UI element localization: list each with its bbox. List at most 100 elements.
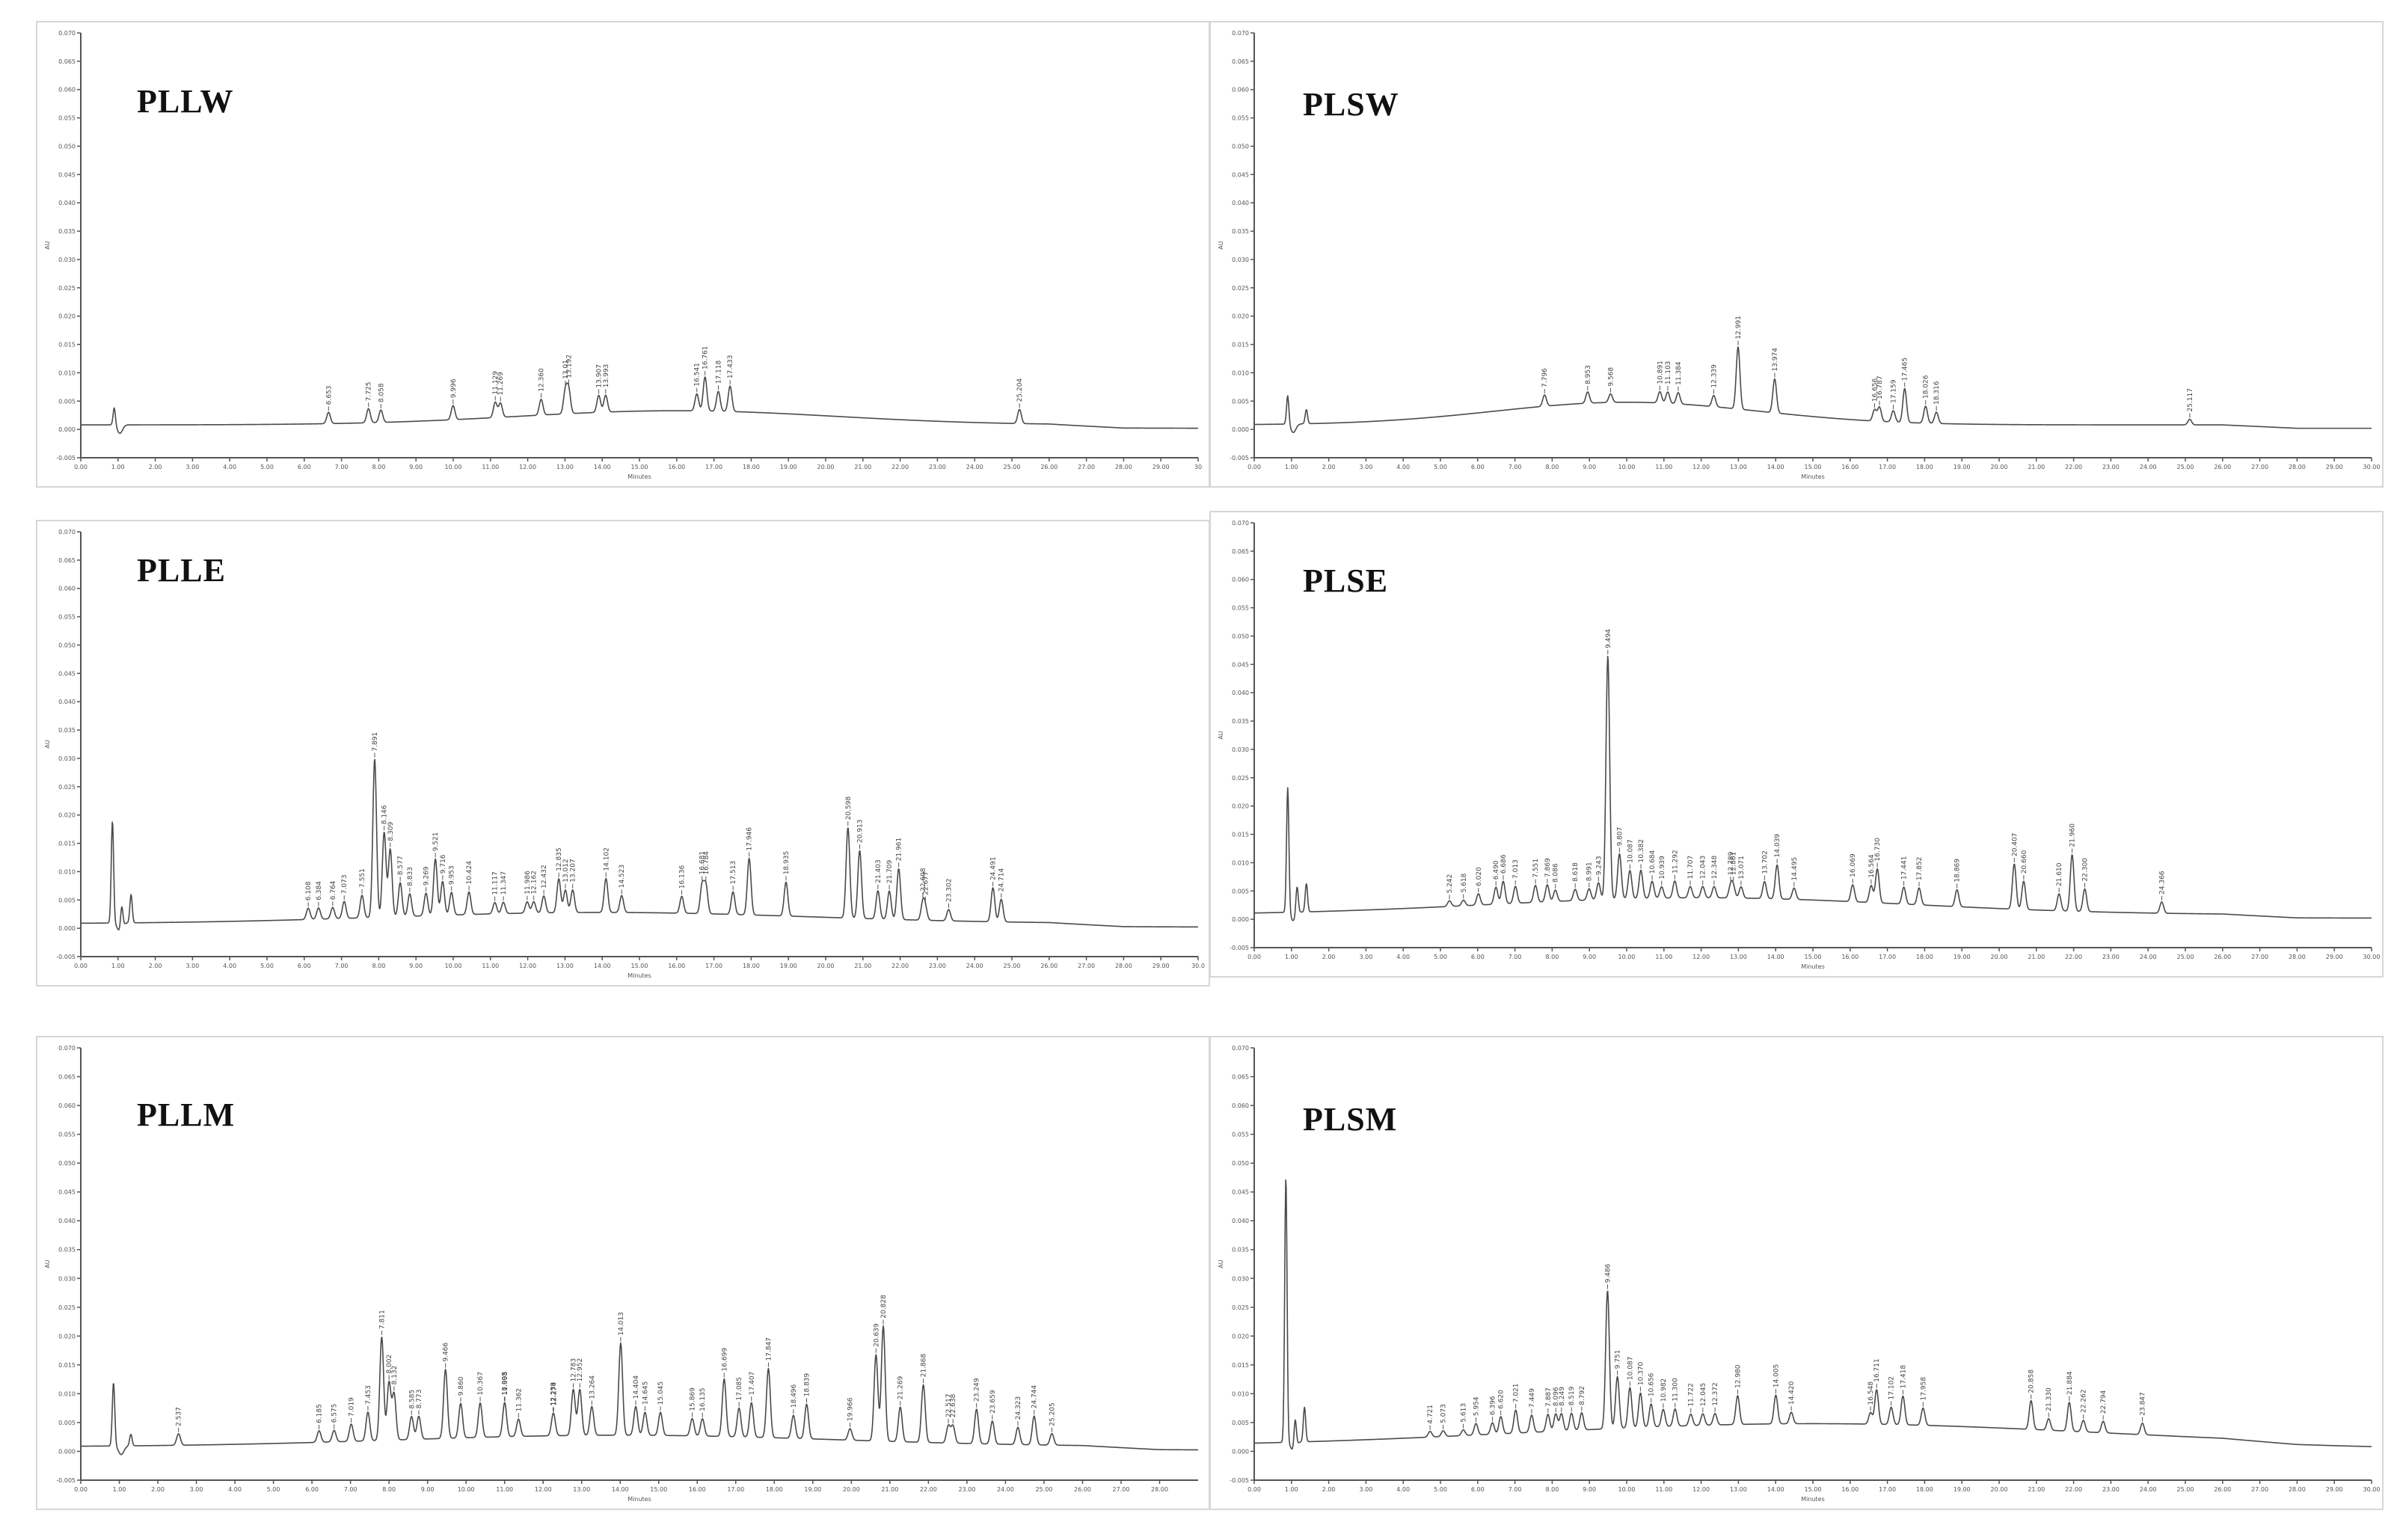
peak-label: 20.858 <box>2028 1369 2036 1393</box>
x-tick-label: 20.00 <box>1991 464 2008 470</box>
peak-label: 18.869 <box>1954 859 1962 883</box>
x-tick-label: 5.00 <box>260 464 274 470</box>
peak-label: 17.513 <box>730 861 737 885</box>
x-tick-label: 10.00 <box>445 963 462 969</box>
peak-label: 21.960 <box>2069 823 2077 847</box>
y-tick-label: 0.045 <box>58 171 76 178</box>
peak-label: 12.783 <box>571 1358 578 1382</box>
peak-label: 6.185 <box>316 1404 324 1423</box>
y-axis-title: AU <box>44 1260 51 1268</box>
peak-label: 20.660 <box>2021 850 2028 874</box>
y-tick-label: 0.030 <box>58 1275 76 1282</box>
y-tick-label: 0.025 <box>58 1304 76 1311</box>
y-tick-label: 0.060 <box>1232 87 1249 93</box>
x-tick-label: 18.00 <box>743 464 760 470</box>
x-tick-label: 19.00 <box>1953 1486 1971 1493</box>
peak-label: 8.132 <box>391 1366 399 1385</box>
x-tick-label: 19.00 <box>780 963 797 969</box>
x-tick-label: 5.00 <box>267 1486 280 1493</box>
peak-label: 14.039 <box>1774 834 1781 858</box>
peak-label: 18.496 <box>791 1384 798 1408</box>
x-tick-label: 17.00 <box>705 464 722 470</box>
x-tick-label: 12.00 <box>535 1486 552 1493</box>
y-tick-label: 0.020 <box>1232 313 1249 320</box>
panel-title: PLSM <box>1303 1101 1398 1138</box>
x-tick-label: 2.00 <box>149 464 162 470</box>
x-tick-label: 12.00 <box>519 963 536 969</box>
x-tick-label: 1.00 <box>1285 1486 1298 1493</box>
x-tick-label: 6.00 <box>298 464 311 470</box>
x-tick-label: 16.00 <box>1841 954 1859 960</box>
y-tick-label: 0.070 <box>58 30 76 37</box>
y-tick-label: 0.015 <box>1232 342 1249 349</box>
x-tick-label: 10.00 <box>1618 1486 1636 1493</box>
peak-label: 13.907 <box>596 364 604 387</box>
y-tick-label: -0.005 <box>56 954 76 960</box>
y-tick-label: 0.025 <box>58 285 76 292</box>
peak-label: 14.013 <box>618 1312 625 1336</box>
chromatogram-trace <box>80 758 1199 930</box>
panel-title: PLLE <box>137 552 226 589</box>
x-tick-label: 30 <box>1194 464 1202 470</box>
x-tick-label: 11.00 <box>1655 954 1672 960</box>
peak-label: 13.207 <box>570 859 577 883</box>
x-tick-label: 11.00 <box>496 1486 513 1493</box>
peak-label: 8.953 <box>1585 365 1592 384</box>
x-tick-label: 6.00 <box>1471 464 1485 470</box>
x-tick-label: 6.00 <box>1471 954 1485 960</box>
peak-label: 23.659 <box>989 1390 997 1414</box>
y-tick-label: 0.045 <box>1232 661 1249 668</box>
x-tick-label: 3.00 <box>190 1486 203 1493</box>
x-tick-label: 1.00 <box>111 464 125 470</box>
peak-label: 5.242 <box>1446 874 1454 894</box>
x-tick-label: 16.00 <box>1841 464 1859 470</box>
y-tick-label: 0.015 <box>58 1362 76 1369</box>
y-tick-label: 0.040 <box>1232 200 1249 206</box>
x-tick-label: 3.00 <box>1359 464 1372 470</box>
y-axis-title: AU <box>1218 731 1224 739</box>
x-tick-label: 23.00 <box>958 1486 975 1493</box>
y-tick-label: 0.060 <box>1232 1102 1249 1109</box>
peak-label: 11.269 <box>497 372 505 396</box>
peak-label: 8.096 <box>1553 1387 1560 1406</box>
peak-label: 9.716 <box>440 854 447 874</box>
peak-label: 25.204 <box>1016 378 1024 402</box>
panel-title: PLLW <box>137 83 234 120</box>
x-tick-label: 13.00 <box>1730 1486 1747 1493</box>
x-tick-label: 28.00 <box>2289 954 2306 960</box>
peak-label: 16.784 <box>703 851 710 875</box>
peak-label: 17.946 <box>746 827 754 851</box>
y-tick-label: 0.020 <box>1232 1333 1249 1340</box>
chromatogram-panel-plsm: -0.005 0.000 0.005 0.010 0.015 0.020 0.025 0.03… <box>1209 1036 2384 1510</box>
peak-label: 24.744 <box>1031 1384 1039 1408</box>
y-tick-label: 0.030 <box>1232 257 1249 263</box>
peak-label: 7.449 <box>1529 1388 1536 1408</box>
x-tick-label: 24.00 <box>966 464 983 470</box>
y-tick-label: 0.005 <box>1232 888 1249 895</box>
x-tick-label: 27.00 <box>1078 464 1095 470</box>
x-tick-label: 13.00 <box>1730 464 1747 470</box>
y-tick-label: 0.065 <box>58 1074 76 1081</box>
peak-label: 13.012 <box>562 859 570 883</box>
y-tick-label: -0.005 <box>56 1477 76 1484</box>
peak-label: 11.129 <box>492 371 500 395</box>
y-tick-label: 0.010 <box>58 868 76 875</box>
y-tick-label: 0.010 <box>1232 859 1249 866</box>
peak-label: 21.403 <box>875 859 883 883</box>
peak-label: 6.490 <box>1493 860 1500 880</box>
x-tick-label: 11.00 <box>482 464 499 470</box>
y-tick-label: 0.020 <box>1232 803 1249 810</box>
y-tick-label: 0.070 <box>1232 520 1249 527</box>
peak-label: 8.086 <box>1553 863 1560 883</box>
y-axis-title: AU <box>1218 1260 1224 1268</box>
peak-label: 4.721 <box>1427 1405 1434 1424</box>
peak-label: 8.618 <box>1572 862 1580 882</box>
x-tick-label: 19.00 <box>1953 464 1971 470</box>
peak-label: 24.714 <box>998 868 1006 892</box>
peak-label: 23.302 <box>945 879 953 903</box>
peak-label: 10.656 <box>1648 1372 1656 1396</box>
peak-label: 13.192 <box>565 355 573 378</box>
x-tick-label: 27.00 <box>2251 1486 2268 1493</box>
x-tick-label: 9.00 <box>1583 1486 1596 1493</box>
y-tick-label: 0.055 <box>1232 1132 1249 1138</box>
